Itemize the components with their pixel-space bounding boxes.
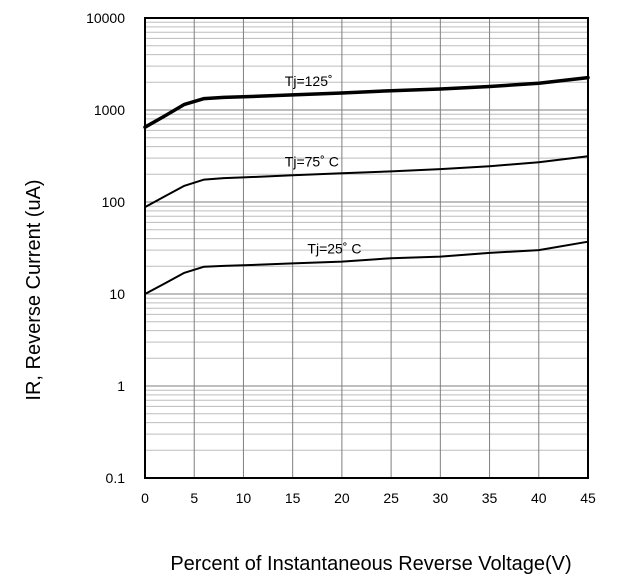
x-tick-label: 30 xyxy=(433,490,449,506)
series-line-1 xyxy=(143,75,590,129)
x-axis-title: Percent of Instantaneous Reverse Voltage… xyxy=(170,553,571,575)
series-label-2: Tj=75˚ C xyxy=(285,153,339,169)
series-label-1: Tj=125˚ xyxy=(285,73,333,89)
x-tick-label: 15 xyxy=(285,490,301,506)
y-tick-label: 0.1 xyxy=(106,470,126,486)
y-tick-label: 1 xyxy=(117,378,125,394)
x-tick-label: 0 xyxy=(141,490,149,506)
y-axis-title: IR, Reverse Current (uA) xyxy=(23,179,45,400)
series-line-3 xyxy=(144,240,589,295)
series-label-3: Tj=25˚ C xyxy=(307,240,361,256)
x-tick-label: 5 xyxy=(190,490,198,506)
y-tick-label: 10000 xyxy=(86,10,125,26)
x-tick-label: 25 xyxy=(383,490,399,506)
series-lines xyxy=(143,75,590,295)
plot-frame xyxy=(144,17,589,479)
x-tick-label: 10 xyxy=(236,490,252,506)
y-tick-label: 100 xyxy=(102,194,126,210)
series-labels: Tj=125˚ Tj=75˚ C Tj=25˚ C xyxy=(285,73,362,257)
y-tick-label: 1000 xyxy=(94,102,125,118)
x-tick-labels: 0 5 10 15 20 25 30 35 40 45 xyxy=(141,490,596,506)
y-tick-labels: 0.1 1 10 100 1000 10000 xyxy=(86,10,125,486)
x-tick-label: 40 xyxy=(531,490,547,506)
y-tick-label: 10 xyxy=(109,286,125,302)
series-line-2 xyxy=(144,155,589,209)
x-tick-label: 35 xyxy=(482,490,498,506)
grid xyxy=(144,18,589,479)
x-tick-label: 20 xyxy=(334,490,350,506)
x-tick-label: 45 xyxy=(580,490,596,506)
